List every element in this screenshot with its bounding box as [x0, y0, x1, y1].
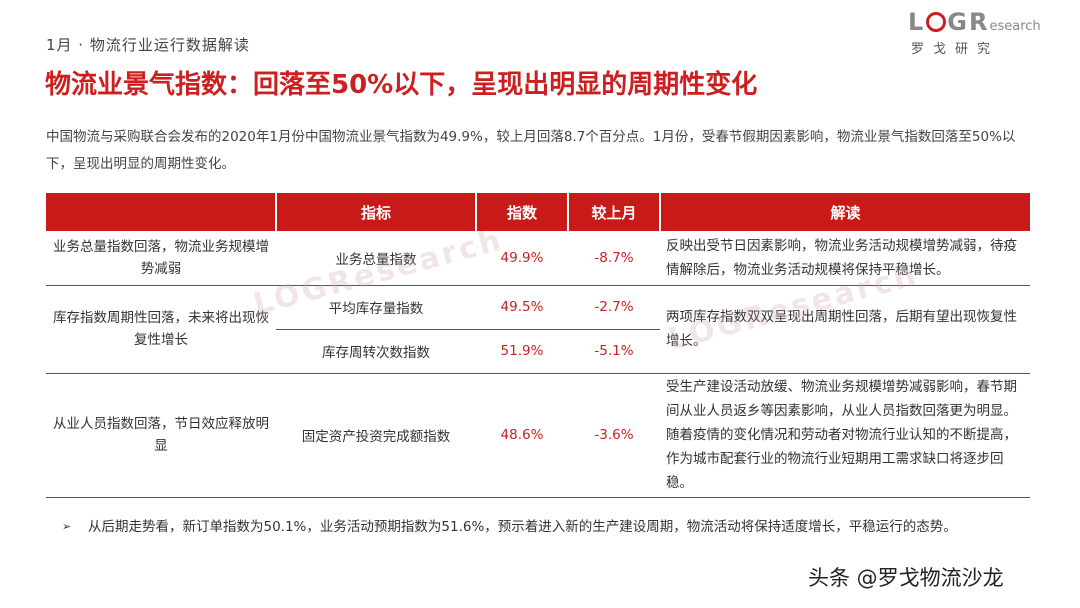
- header-category: [46, 193, 277, 231]
- intro-paragraph: 中国物流与采购联合会发布的2020年1月份中国物流业景气指数为49.9%，较上月…: [46, 129, 1016, 172]
- logo: L GResearch 罗戈研究: [908, 8, 1041, 58]
- table-row: 业务总量指数回落，物流业务规模增势减弱 业务总量指数 49.9% -8.7% 反…: [46, 231, 1030, 286]
- logo-ring-icon: [926, 12, 947, 32]
- bottom-note-text: 从后期走势看，新订单指数为50.1%，业务活动预期指数为51.6%，预示着进入新…: [88, 519, 957, 535]
- row-note: 受生产建设活动放缓、物流业务规模增势减弱影响，春节期间从业人员返乡等因素影响，从…: [660, 373, 1030, 498]
- bullet-arrow-icon: ➢: [62, 520, 72, 533]
- row-change: -5.1%: [568, 329, 660, 374]
- header-change: 较上月: [568, 193, 661, 231]
- row-category: 库存指数周期性回落，未来将出现恢复性增长: [46, 285, 276, 374]
- header-note: 解读: [660, 193, 1030, 231]
- page-title: 物流业景气指数：回落至50%以下，呈现出明显的周期性变化: [45, 70, 758, 100]
- row-indicator: 库存周转次数指数: [276, 329, 476, 374]
- logo-wordmark: L GResearch: [908, 8, 1041, 36]
- row-category: 业务总量指数回落，物流业务规模增势减弱: [46, 231, 276, 286]
- bottom-note: ➢ 从后期走势看，新订单指数为50.1%，业务活动预期指数为51.6%，预示着进…: [62, 517, 1042, 537]
- header-subtitle: 1月 · 物流行业运行数据解读: [46, 36, 250, 54]
- row-note: 两项库存指数双双呈现出周期性回落，后期有望出现恢复性增长。: [660, 285, 1030, 374]
- row-indicator: 固定资产投资完成额指数: [276, 373, 476, 498]
- table-row: 从业人员指数回落，节日效应释放明显 固定资产投资完成额指数 48.6% -3.6…: [46, 373, 1030, 498]
- row-note: 反映出受节日因素影响，物流业务活动规模增势减弱，待疫情解除后，物流业务活动规模将…: [660, 231, 1030, 286]
- row-index: 49.5%: [476, 285, 568, 330]
- footer-brand: 头条 @罗戈物流沙龙: [808, 566, 1004, 590]
- table-row: 库存指数周期性回落，未来将出现恢复性增长 平均库存量指数 49.5% -2.7%…: [46, 285, 1030, 374]
- row-change: -3.6%: [568, 373, 660, 498]
- row-change: -8.7%: [568, 231, 660, 286]
- row-change: -2.7%: [568, 285, 660, 330]
- table-header-row: 指标 指数 较上月 解读: [46, 193, 1030, 231]
- table-row: 库存周转次数指数 51.9% -5.1%: [46, 329, 1030, 374]
- logo-cn: 罗戈研究: [911, 42, 1000, 57]
- header-index: 指数: [476, 193, 569, 231]
- row-indicator: 平均库存量指数: [276, 285, 476, 330]
- row-category: 从业人员指数回落，节日效应释放明显: [46, 373, 276, 498]
- row-index: 48.6%: [476, 373, 568, 498]
- index-table: 指标 指数 较上月 解读 业务总量指数回落，物流业务规模增势减弱 业务总量指数 …: [46, 193, 1030, 498]
- logo-research-text: esearch: [989, 19, 1041, 34]
- row-index: 51.9%: [476, 329, 568, 374]
- header-indicator: 指标: [276, 193, 477, 231]
- row-index: 49.9%: [476, 231, 568, 286]
- row-indicator: 业务总量指数: [276, 231, 476, 286]
